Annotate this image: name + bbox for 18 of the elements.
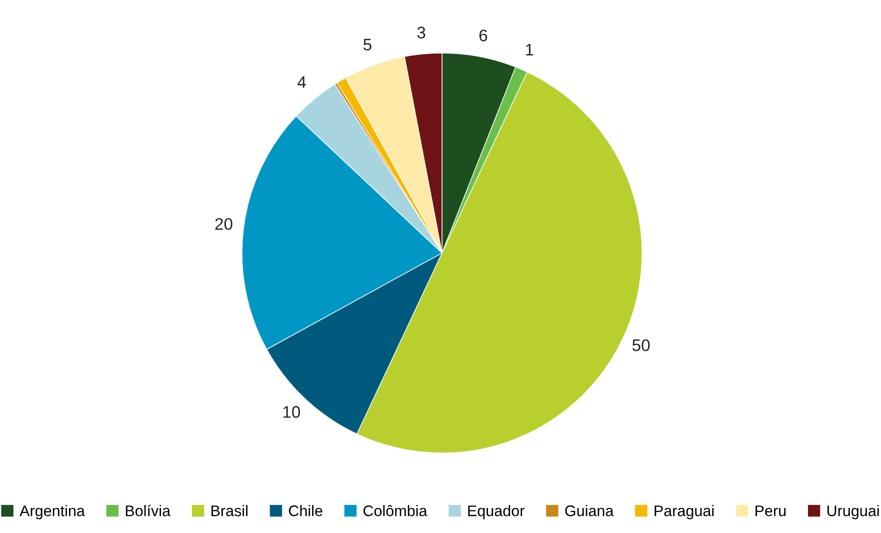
data-label: 50 [632,339,650,352]
data-label: 3 [417,26,426,38]
legend-label: Uruguai [827,505,879,520]
legend-label: Paraguai [654,505,714,520]
legend-label: Guiana [565,505,614,516]
legend-label: Peru [756,506,786,516]
data-label: 5 [364,38,372,50]
data-label: 4 [298,76,306,88]
legend-label: Equador [468,505,524,520]
data-label: 6 [479,30,488,42]
data-label: 1 [526,44,534,56]
legend-label: Colômbia [363,504,428,516]
legend-label: Bolívia [126,504,171,516]
legend-label: Brasil [211,505,248,516]
data-label: 10 [283,406,300,418]
legend-label: Chile [288,505,322,516]
data-label: 20 [215,218,232,230]
legend-label: Argentina [20,505,85,520]
